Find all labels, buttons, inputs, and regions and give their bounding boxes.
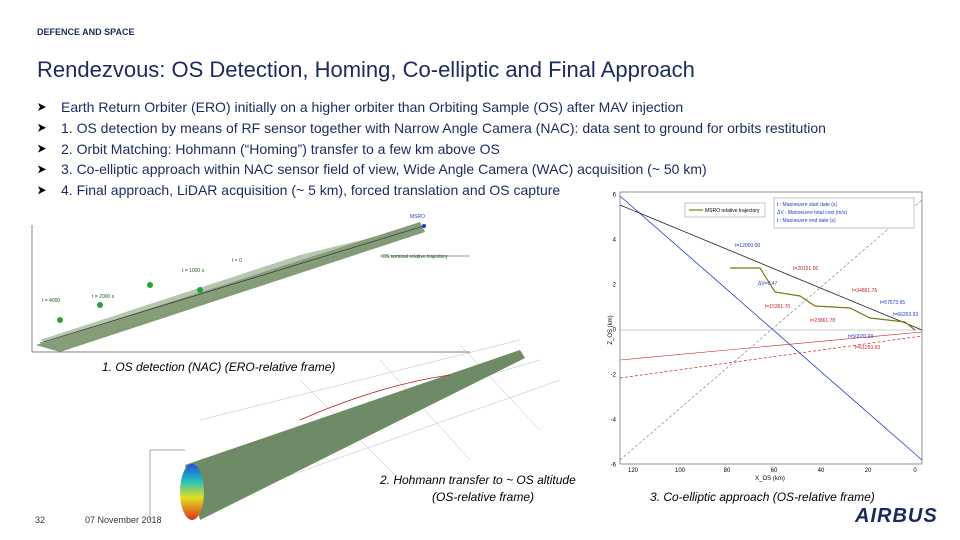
y-tick-label: 2 [613,283,617,289]
bullet-text: 4. Final approach, LiDAR acquisition (~ … [61,182,561,199]
legend-entry: MSRO relative trajectory [705,208,760,214]
figure-1-label: t = 1000 s [182,268,205,274]
date: 07 November 2018 [85,515,162,525]
annotation: t=34861.76 [852,288,877,294]
bullet-marker [38,123,46,132]
figure-1-label: t = 4000 [42,298,60,304]
y-tick-label: -4 [611,418,617,424]
x-tick-label: 80 [724,468,731,474]
logo: AIRBUS [855,505,938,527]
figure-1-caption: 1. OS detection (NAC) (ERO-relative fram… [102,360,336,374]
x-tick-label: 120 [628,468,639,474]
figure-1-label: t = 2000 s [92,294,115,300]
bullet-marker [38,165,46,174]
bullet-marker [38,144,46,153]
figure-1-plot [31,222,470,353]
figure-3-plot [619,191,923,465]
page-number: 32 [35,515,46,525]
bullet-text: 2. Orbit Matching: Hohmann (“Homing”) tr… [61,140,500,157]
figure-1-label: t = 0 [232,258,242,264]
annotation: t=23861.78 [810,318,835,324]
bullet-text: 3. Co-elliptic approach within NAC senso… [61,161,707,178]
slide-title: Rendezvous: OS Detection, Homing, Co-ell… [37,57,695,82]
figure-3-caption: 3. Co-elliptic approach (OS-relative fra… [650,490,875,504]
legend-entry: t : Manoeuvre end date (s) [777,218,836,224]
legend-entry: t : Manoeuvre start date (s) [777,202,837,208]
y-tick-label: 4 [613,238,617,244]
x-tick-label: 60 [771,468,778,474]
x-tick-label: 20 [865,468,872,474]
bullet-marker [38,186,46,195]
y-tick-label: 6 [613,193,617,199]
section-label: DEFENCE AND SPACE [37,27,135,37]
x-tick-label: 100 [675,468,686,474]
annotation: t=61253.93 [855,345,880,351]
bullet-text: 1. OS detection by means of RF sensor to… [61,119,826,136]
y-tick-label: -2 [611,373,617,379]
figure-1-label: MSRO [410,214,425,220]
x-tick-label: 40 [818,468,825,474]
y-tick-label: -6 [611,463,617,469]
annotation: t=66253.93 [893,312,918,318]
legend-entry: ΔV : Manoeuvre total cost (m/s) [777,210,847,216]
figure-1-label: OS nominal relative trajectory [382,254,448,260]
annotation: t=50070.33 [848,334,873,340]
bullet-marker [38,103,46,111]
y-tick-label: 0 [613,328,617,334]
x-axis-label: X_OS (km) [755,476,785,482]
y-axis-label: Z_OS (km) [608,315,614,344]
annotation: t=57573.65 [880,300,905,306]
figure-2-plot [149,339,561,520]
annotation: t=15361.70 [765,304,790,310]
annotation: t=20151.56 [793,266,818,272]
annotation: ΔV=0.47 [758,281,778,287]
bullet-text: Earth Return Orbiter (ERO) initially on … [61,99,684,115]
x-tick-label: 0 [913,468,917,474]
figure-2-caption: (OS-relative frame) [432,490,535,504]
annotation: t=12000.00 [735,243,760,249]
figure-2-caption: 2. Hohmann transfer to ~ OS altitude [380,473,576,487]
